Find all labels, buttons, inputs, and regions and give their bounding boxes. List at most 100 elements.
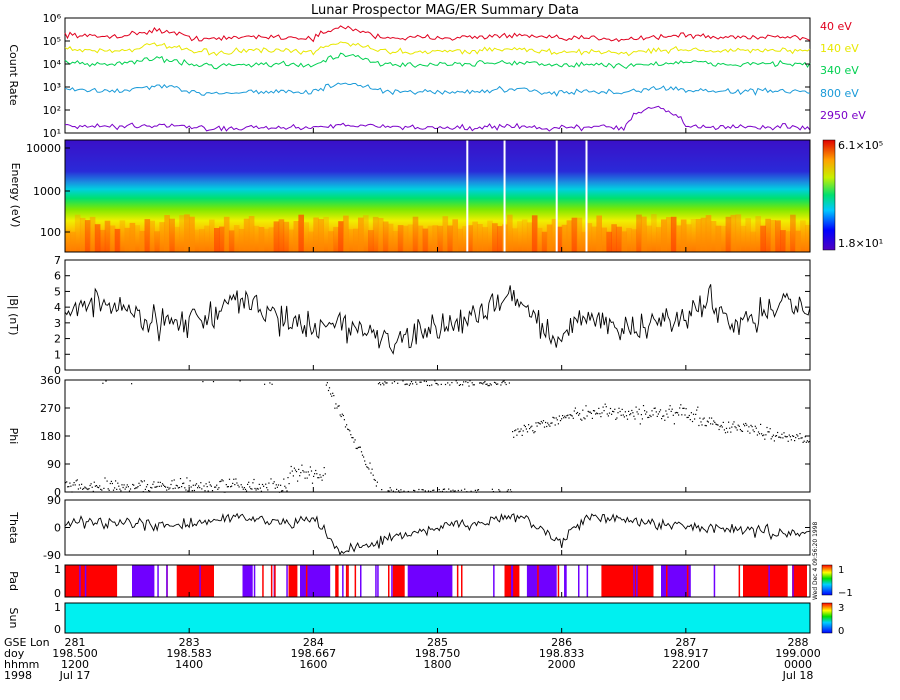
phi-point xyxy=(668,408,670,410)
energy-texture-cell xyxy=(740,225,747,252)
phi-point xyxy=(352,437,354,439)
phi-point xyxy=(491,488,493,490)
count-rate-ytick-label: 10² xyxy=(43,104,61,117)
energy-texture-cell xyxy=(184,214,190,252)
phi-point xyxy=(758,433,761,435)
pad-colorbar xyxy=(821,564,833,596)
phi-point xyxy=(99,485,101,487)
phi-point xyxy=(459,384,462,386)
phi-point xyxy=(121,484,123,486)
energy-texture-cell xyxy=(382,221,389,252)
energy-texture-cell xyxy=(581,231,588,252)
phi-point xyxy=(432,489,434,491)
phi-point xyxy=(570,414,572,416)
phi-point xyxy=(755,427,757,429)
theta-ylabel: Theta xyxy=(7,511,20,544)
phi-point xyxy=(313,475,315,477)
phi-point xyxy=(421,489,423,491)
phi-point xyxy=(690,412,692,414)
phi-point xyxy=(601,412,603,414)
phi-point xyxy=(238,486,240,488)
pad-stripe xyxy=(537,565,539,597)
phi-point xyxy=(429,385,431,387)
phi-point xyxy=(81,483,83,485)
phi-point xyxy=(541,422,543,424)
phi-point xyxy=(578,414,580,416)
phi-point xyxy=(685,408,687,410)
phi-point xyxy=(424,490,426,492)
phi-point xyxy=(650,415,652,418)
theta-ytick-label: 0 xyxy=(54,522,61,535)
phi-point xyxy=(571,415,573,417)
phi-point xyxy=(479,382,481,384)
phi-point xyxy=(793,435,795,437)
phi-point xyxy=(354,439,356,441)
phi-point xyxy=(471,382,473,384)
energy-texture-cell xyxy=(556,226,563,252)
phi-point xyxy=(95,485,98,487)
phi-point xyxy=(663,415,665,417)
b-magnitude-ytick-label: 4 xyxy=(54,301,61,314)
phi-point xyxy=(677,412,679,414)
phi-point xyxy=(516,434,518,436)
phi-point xyxy=(234,484,236,486)
phi-point xyxy=(89,484,91,487)
phi-point xyxy=(166,489,168,491)
phi-point xyxy=(280,484,282,486)
phi-point xyxy=(426,384,429,386)
pad-stripe xyxy=(336,565,338,597)
phi-point xyxy=(520,428,522,430)
phi-point xyxy=(250,488,252,490)
phi-point xyxy=(475,491,477,493)
energy-texture-cell xyxy=(258,227,265,252)
phi-point xyxy=(297,480,299,482)
energy-texture-cell xyxy=(521,219,528,252)
energy-texture-cell xyxy=(288,229,295,252)
phi-point xyxy=(662,415,664,417)
phi-point xyxy=(119,488,121,490)
phi-point xyxy=(299,475,301,477)
pad-stripe xyxy=(564,565,566,597)
phi-point xyxy=(467,381,469,384)
phi-point xyxy=(727,431,729,433)
phi-point xyxy=(698,424,700,427)
phi-point xyxy=(463,381,465,383)
count-rate-line xyxy=(64,105,811,132)
energy-texture-cell xyxy=(487,220,493,252)
phi-point xyxy=(455,380,457,382)
phi-point xyxy=(101,489,103,491)
energy-texture-cell xyxy=(472,221,478,252)
phi-point xyxy=(670,410,672,412)
pad-segment xyxy=(300,565,331,597)
phi-point xyxy=(231,485,233,487)
phi-ytick-label: 180 xyxy=(40,430,61,443)
energy-texture-cell xyxy=(263,228,270,252)
phi-point xyxy=(226,486,228,488)
energy-texture-cell xyxy=(795,230,801,252)
energy-texture-cell xyxy=(611,224,617,252)
phi-point xyxy=(387,490,389,492)
energy-data-gap xyxy=(503,140,506,252)
phi-point xyxy=(202,381,204,383)
phi-point xyxy=(311,482,314,484)
phi-point xyxy=(66,481,68,483)
energy-data-gap xyxy=(585,140,588,252)
phi-point xyxy=(201,488,203,490)
phi-point xyxy=(272,482,274,485)
phi-point xyxy=(619,410,621,413)
phi-point xyxy=(245,490,248,492)
figure-title: Lunar Prospector MAG/ER Summary Data xyxy=(311,3,579,18)
energy-texture-cell xyxy=(238,229,245,252)
phi-point xyxy=(241,486,243,488)
phi-point xyxy=(139,484,141,486)
phi-point xyxy=(333,395,335,397)
energy-texture-cell xyxy=(189,216,195,252)
phi-point xyxy=(664,419,666,421)
phi-point xyxy=(197,487,199,489)
energy-data-gap xyxy=(555,140,558,252)
phi-point xyxy=(402,380,404,382)
energy-texture-cell xyxy=(84,220,91,252)
phi-point xyxy=(699,417,701,419)
phi-point xyxy=(220,480,222,482)
